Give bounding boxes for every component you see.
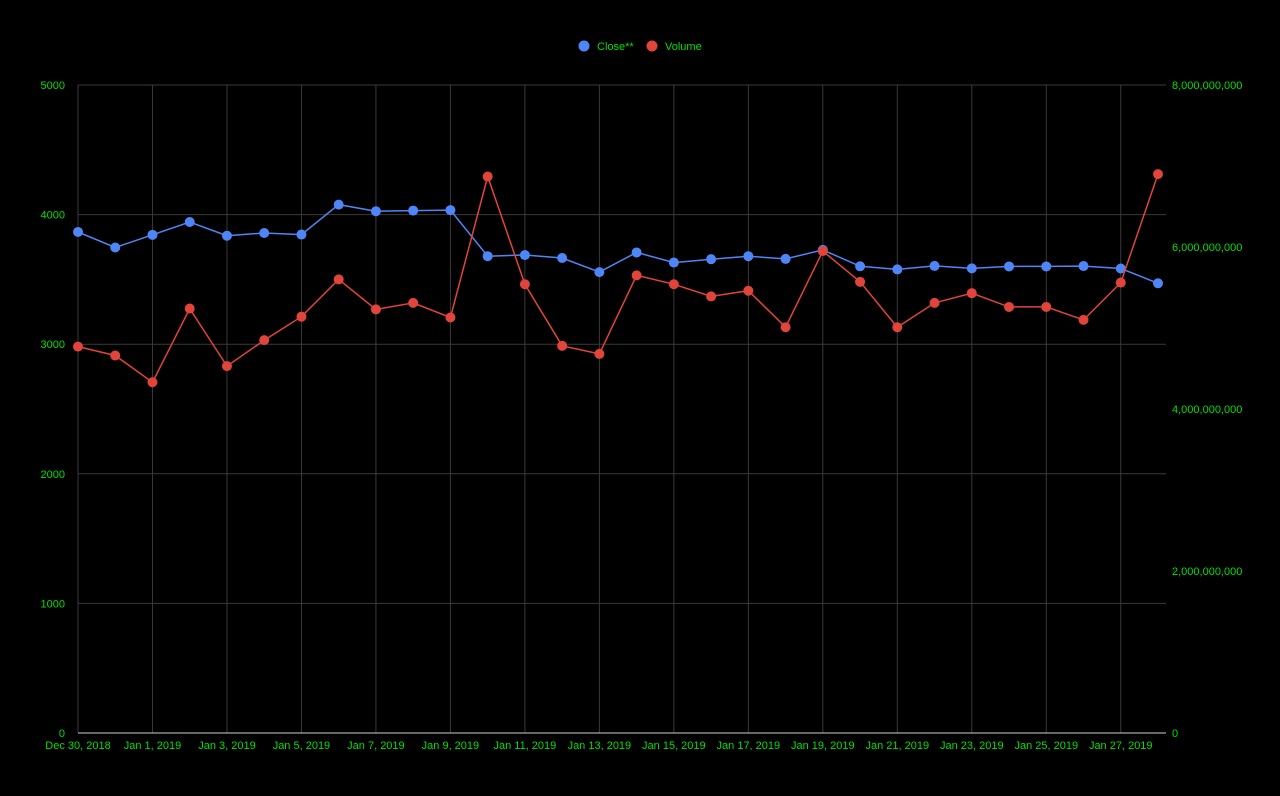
legend-marker-volume [646, 40, 658, 52]
data-point-volume [1004, 301, 1015, 312]
data-point-volume [333, 274, 344, 285]
x-axis-tick-label: Jan 13, 2019 [568, 740, 632, 752]
x-axis-tick-label: Jan 25, 2019 [1014, 740, 1078, 752]
grid-layer [77, 84, 1166, 734]
left-axis-tick-label: 2000 [41, 469, 65, 481]
data-point-close [1115, 263, 1126, 274]
right-axis-tick-label: 0 [1172, 728, 1178, 740]
data-point-close [296, 229, 307, 240]
data-point-close [631, 247, 642, 258]
data-point-close [408, 205, 419, 216]
x-axis-tick-label: Jan 23, 2019 [940, 740, 1004, 752]
data-point-close [147, 229, 158, 240]
axis-layer: 0 1000 2000 3000 4000 5000 0 2,000,000,000 4,000… [41, 80, 1243, 752]
left-axis-tick-label: 5000 [41, 80, 65, 92]
data-point-volume [780, 322, 791, 333]
data-point-close [259, 228, 270, 239]
x-axis-tick-label: Jan 7, 2019 [347, 740, 405, 752]
legend-label-close: Close** [597, 41, 634, 53]
left-axis-tick-label: 1000 [41, 598, 65, 610]
x-axis-tick-label: Jan 21, 2019 [865, 740, 929, 752]
data-point-volume [706, 291, 717, 302]
data-point-close [221, 230, 232, 241]
data-point-close [1153, 278, 1163, 289]
x-axis-tick-label: Jan 19, 2019 [791, 740, 855, 752]
data-point-close [370, 206, 381, 217]
data-point-close [73, 226, 83, 237]
data-point-close [892, 264, 903, 275]
data-point-volume [408, 297, 419, 308]
data-point-volume [1115, 277, 1126, 288]
data-point-volume [370, 304, 381, 315]
data-point-close [706, 254, 717, 265]
x-axis-tick-label: Dec 30, 2018 [45, 740, 110, 752]
data-point-close [780, 253, 791, 264]
data-point-volume [221, 361, 232, 372]
data-point-volume [73, 341, 83, 352]
data-point-close [1078, 261, 1089, 272]
right-axis-tick-label: 2,000,000,000 [1172, 566, 1242, 578]
data-point-volume [1041, 301, 1052, 312]
data-point-volume [668, 279, 679, 290]
data-point-close [333, 199, 344, 210]
data-point-volume [557, 340, 568, 351]
data-point-volume [817, 246, 828, 257]
series-line-volume [77, 173, 1159, 384]
legend-marker-close [578, 40, 590, 52]
left-axis-tick-label: 3000 [41, 339, 65, 351]
data-point-volume [892, 322, 903, 333]
left-axis-tick-label: 0 [59, 728, 65, 740]
data-point-close [966, 263, 977, 274]
data-point-volume [1153, 169, 1163, 180]
data-point-close [1004, 261, 1015, 272]
data-point-volume [110, 350, 121, 361]
data-point-close [445, 205, 456, 216]
left-axis-tick-label: 4000 [41, 210, 65, 222]
data-point-volume [259, 335, 270, 346]
data-point-close [519, 250, 530, 261]
data-point-close [184, 216, 195, 227]
x-axis-tick-label: Jan 5, 2019 [273, 740, 331, 752]
x-axis-tick-label: Jan 1, 2019 [124, 740, 182, 752]
right-axis-tick-label: 6,000,000,000 [1172, 242, 1242, 254]
legend: Close** Volume [578, 40, 702, 53]
data-point-volume [631, 270, 642, 281]
series-layer [73, 169, 1163, 388]
data-point-volume [594, 348, 605, 359]
x-axis-tick-label: Jan 15, 2019 [642, 740, 706, 752]
data-point-close [110, 242, 121, 253]
series-line-close [77, 203, 1159, 284]
x-axis-tick-label: Jan 3, 2019 [198, 740, 256, 752]
data-point-close [743, 251, 754, 262]
data-point-volume [855, 276, 866, 287]
data-point-volume [929, 297, 940, 308]
data-point-close [668, 257, 679, 268]
x-axis-tick-label: Jan 11, 2019 [493, 740, 556, 752]
data-point-volume [184, 303, 195, 314]
x-axis-tick-label: Jan 17, 2019 [717, 740, 781, 752]
legend-label-volume: Volume [665, 41, 702, 53]
data-point-close [557, 253, 568, 264]
data-point-volume [296, 311, 307, 322]
data-point-volume [482, 171, 493, 182]
x-axis-tick-label: Jan 9, 2019 [422, 740, 480, 752]
data-point-volume [1078, 314, 1089, 325]
right-axis-tick-label: 8,000,000,000 [1172, 80, 1242, 92]
data-point-close [482, 251, 493, 262]
right-axis-tick-label: 4,000,000,000 [1172, 404, 1242, 416]
data-point-close [594, 267, 605, 278]
data-point-volume [519, 279, 530, 290]
data-point-volume [966, 288, 977, 299]
data-point-close [855, 261, 866, 272]
data-point-volume [743, 285, 754, 296]
data-point-close [929, 260, 940, 271]
data-point-volume [147, 377, 158, 388]
data-point-close [1041, 261, 1052, 272]
data-point-volume [445, 312, 456, 323]
x-axis-tick-label: Jan 27, 2019 [1089, 740, 1153, 752]
